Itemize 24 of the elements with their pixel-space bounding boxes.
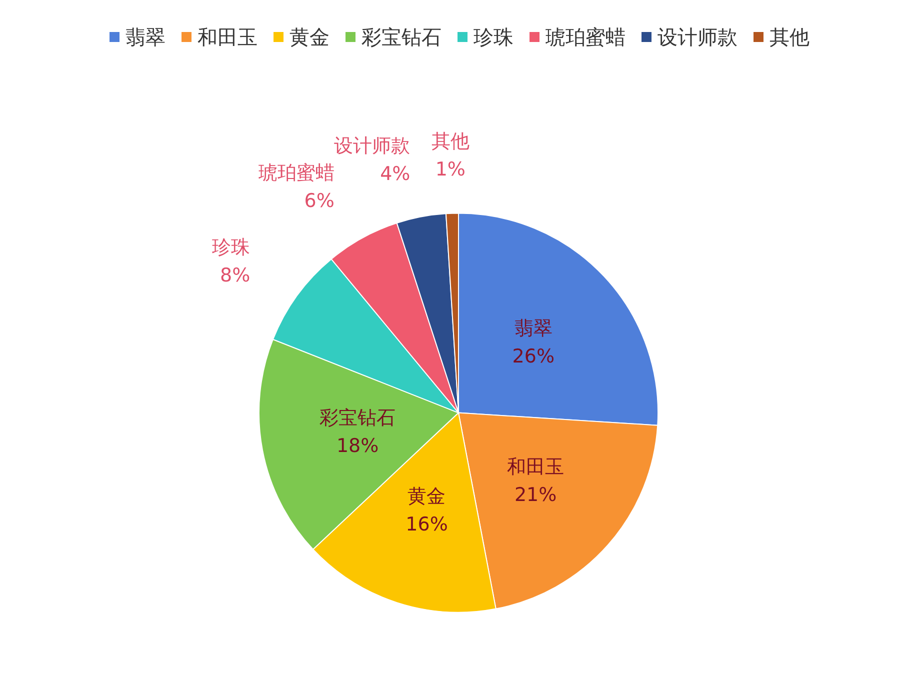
legend-label: 琥珀蜜蜡 — [546, 25, 626, 49]
legend-label: 翡翠 — [126, 25, 166, 49]
legend-label: 和田玉 — [198, 25, 258, 49]
data-label: 6% — [304, 190, 334, 212]
slice-label: 和田玉 — [507, 456, 564, 478]
slice-label: 其他 — [431, 130, 470, 152]
data-label: 18% — [336, 435, 379, 458]
slice-label: 黄金 — [408, 486, 446, 508]
slice-label: 翡翠 — [514, 317, 552, 340]
legend-label: 彩宝钻石 — [362, 25, 442, 49]
slice-label: 彩宝钻石 — [320, 407, 396, 430]
data-label: 1% — [435, 158, 466, 180]
data-label: 16% — [406, 514, 448, 536]
data-label: 21% — [514, 484, 557, 506]
legend-label: 其他 — [770, 25, 810, 49]
legend-label: 设计师款 — [658, 25, 738, 49]
data-label: 4% — [380, 162, 410, 185]
slice-label: 琥珀蜜蜡 — [258, 162, 334, 184]
data-label: 26% — [512, 345, 555, 368]
slice-label: 珍珠 — [212, 236, 250, 258]
legend-label: 珍珠 — [474, 25, 514, 49]
legend-label: 黄金 — [290, 25, 330, 49]
slice-label: 设计师款 — [334, 134, 410, 157]
data-label: 8% — [220, 264, 250, 286]
